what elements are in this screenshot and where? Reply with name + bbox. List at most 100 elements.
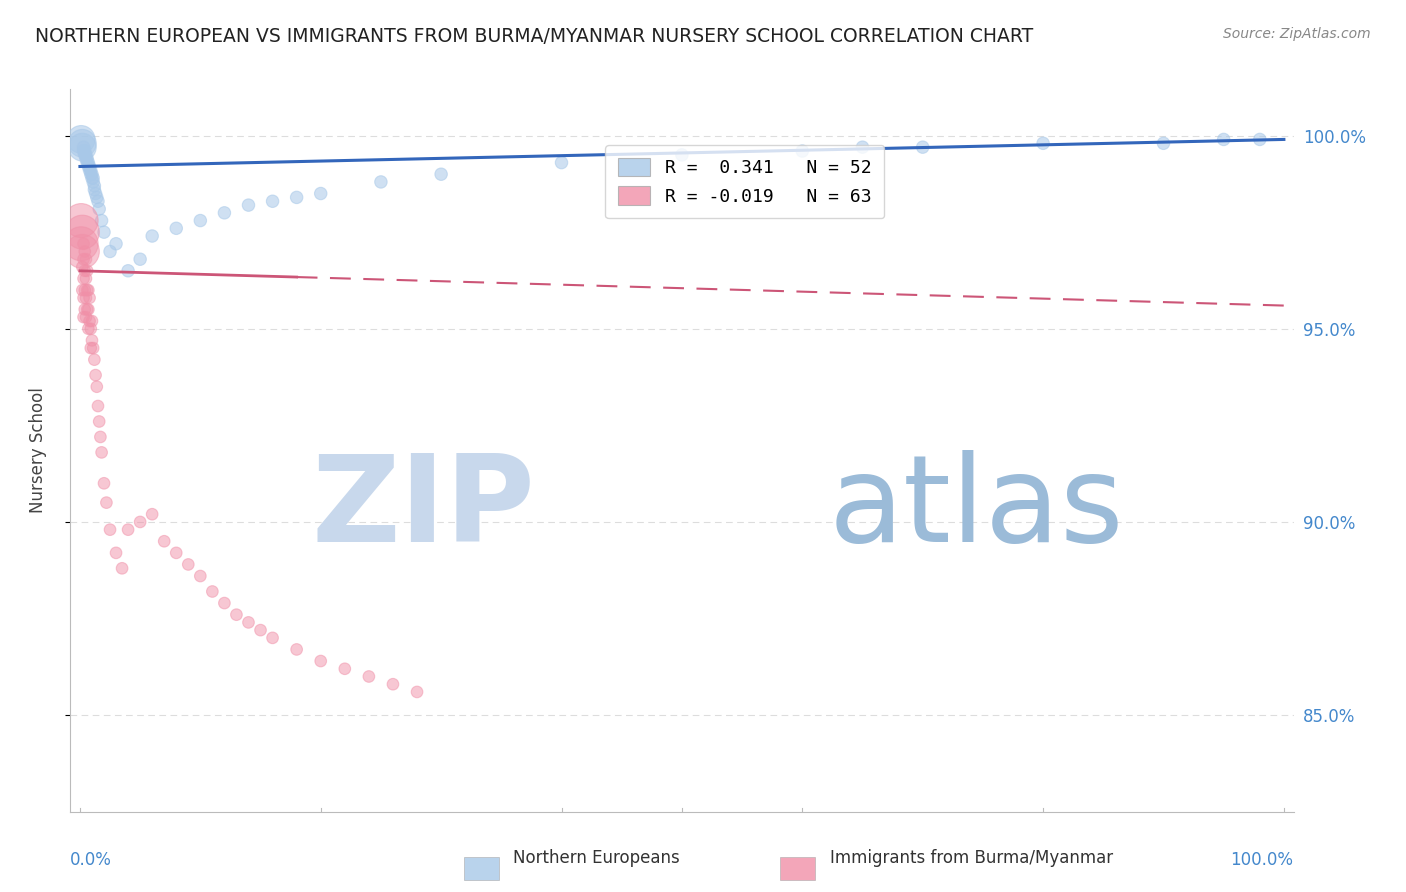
Point (73, 144, 96, 158)
Point (333, 662, 356, 676)
Point (80, 167, 103, 181)
Point (77, 302, 100, 317)
Point (93, 225, 115, 239)
Point (141, 229, 163, 244)
Point (82, 175, 104, 189)
Point (911, 140, 934, 154)
Point (73, 148, 96, 162)
Point (76, 283, 98, 297)
Text: atlas: atlas (828, 450, 1125, 566)
Point (406, 685, 429, 699)
Point (96, 495, 118, 509)
Point (75, 252, 97, 267)
Point (370, 175, 392, 189)
Point (72, 136, 94, 151)
Point (80, 334, 103, 348)
Legend: R =  0.341   N = 52, R = -0.019   N = 63: R = 0.341 N = 52, R = -0.019 N = 63 (606, 145, 884, 219)
Point (84, 368, 107, 383)
Point (262, 194, 284, 209)
Point (80, 314, 103, 328)
Text: 100.0%: 100.0% (1230, 852, 1294, 870)
Point (76, 302, 98, 317)
Text: Source: ZipAtlas.com: Source: ZipAtlas.com (1223, 27, 1371, 41)
Point (80, 341, 103, 355)
Point (165, 221, 187, 235)
Point (72, 252, 94, 267)
Text: 0.0%: 0.0% (70, 852, 112, 870)
Point (80, 322, 103, 336)
Point (98, 244, 121, 259)
Point (70, 213, 93, 227)
Point (72, 140, 94, 154)
Point (238, 615, 260, 630)
Point (73, 264, 96, 278)
Point (72, 271, 94, 285)
Point (75, 148, 97, 162)
Text: Northern Europeans: Northern Europeans (513, 849, 681, 867)
Point (105, 546, 128, 560)
Point (75, 271, 97, 285)
Point (82, 171, 104, 186)
Point (72, 283, 94, 297)
Point (117, 264, 139, 278)
Point (851, 140, 873, 154)
Point (77, 160, 100, 174)
Point (79, 163, 101, 178)
Point (70, 236, 93, 251)
Point (381, 677, 404, 691)
Point (225, 607, 247, 622)
Point (98, 523, 121, 537)
Point (90, 213, 112, 227)
Point (80, 167, 103, 181)
Point (1249, 132, 1271, 146)
Point (285, 642, 308, 657)
Point (201, 584, 224, 599)
Point (238, 198, 260, 212)
Point (79, 160, 101, 174)
Point (80, 163, 103, 178)
Text: NORTHERN EUROPEAN VS IMMIGRANTS FROM BURMA/MYANMAR NURSERY SCHOOL CORRELATION CH: NORTHERN EUROPEAN VS IMMIGRANTS FROM BUR… (35, 27, 1033, 45)
Point (87, 194, 110, 209)
Point (83, 178, 105, 193)
Point (79, 314, 101, 328)
Point (72, 140, 94, 154)
Point (792, 144, 814, 158)
Point (75, 152, 97, 166)
Point (72, 244, 94, 259)
Point (72, 291, 94, 305)
Point (309, 654, 332, 668)
Point (84, 186, 107, 201)
Point (93, 476, 115, 491)
Point (77, 155, 100, 169)
Point (73, 302, 96, 317)
Point (83, 183, 105, 197)
Point (153, 534, 176, 549)
Point (86, 380, 108, 394)
Point (1153, 136, 1175, 151)
Point (89, 202, 111, 216)
Point (188, 569, 211, 583)
Point (79, 291, 101, 305)
Point (90, 445, 112, 459)
Point (83, 352, 105, 367)
Point (262, 631, 284, 645)
Point (188, 213, 211, 227)
Point (89, 430, 111, 444)
Point (249, 623, 271, 637)
Point (72, 225, 94, 239)
Point (141, 507, 163, 521)
Point (77, 283, 100, 297)
Point (89, 415, 111, 429)
Point (129, 515, 152, 529)
Point (86, 190, 108, 204)
Point (76, 155, 98, 169)
Y-axis label: Nursery School: Nursery School (28, 387, 46, 514)
Point (87, 399, 110, 413)
Point (73, 244, 96, 259)
Point (72, 260, 94, 274)
Text: ZIP: ZIP (311, 450, 536, 566)
Text: Immigrants from Burma/Myanmar: Immigrants from Burma/Myanmar (830, 849, 1112, 867)
Point (72, 310, 94, 325)
Point (77, 322, 100, 336)
Point (72, 236, 94, 251)
